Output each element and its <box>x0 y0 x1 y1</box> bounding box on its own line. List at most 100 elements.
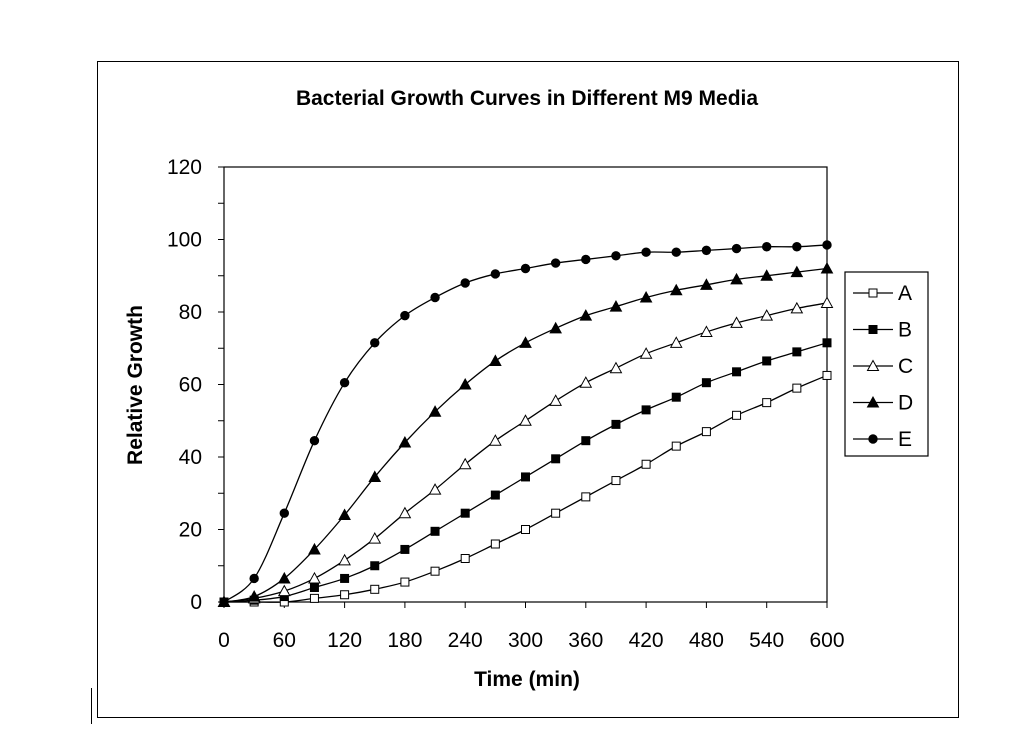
legend-marker <box>868 434 878 444</box>
data-point-e <box>731 243 742 254</box>
y-tick-label: 100 <box>167 229 202 252</box>
data-point-e <box>339 377 350 388</box>
y-tick-label: 120 <box>167 156 202 179</box>
data-point-b <box>822 338 832 348</box>
data-point-d <box>820 261 834 274</box>
data-point-a <box>762 398 772 408</box>
data-point-d <box>489 354 502 366</box>
data-point-a <box>340 590 350 600</box>
data-point-c <box>609 361 623 374</box>
data-point-a <box>400 577 410 587</box>
data-point-d <box>519 336 532 348</box>
data-point-d <box>277 571 291 584</box>
data-point-a <box>732 410 742 420</box>
data-point-e <box>611 251 621 261</box>
data-point-b <box>521 472 530 482</box>
legend-label: C <box>898 355 913 378</box>
data-point-d <box>458 377 472 390</box>
data-point-e <box>581 254 591 265</box>
x-tick-label: 540 <box>749 629 784 652</box>
data-point-c <box>458 457 472 470</box>
data-point-d <box>549 321 562 334</box>
legend-item-e: E <box>853 428 912 451</box>
data-point-e <box>309 435 320 446</box>
data-point-e <box>641 247 651 257</box>
data-point-d <box>760 269 774 281</box>
x-tick-label: 60 <box>273 629 296 652</box>
data-point-e <box>430 292 440 303</box>
legend-marker <box>866 395 880 408</box>
data-point-e <box>370 338 380 348</box>
data-point-d <box>368 470 382 482</box>
data-point-c <box>730 316 743 328</box>
series-line-a <box>223 374 828 603</box>
data-point-a <box>611 476 621 486</box>
data-point-d <box>609 300 623 312</box>
legend-box <box>844 271 929 457</box>
data-point-d <box>428 405 442 417</box>
data-point-c <box>277 584 291 597</box>
data-point-c <box>338 553 351 566</box>
data-point-a <box>370 584 380 594</box>
chart-frame <box>97 61 959 718</box>
legend-label: B <box>898 319 912 342</box>
data-point-b <box>701 378 711 388</box>
data-point-c <box>428 483 442 495</box>
data-point-c <box>398 506 412 519</box>
data-point-e <box>520 263 531 274</box>
data-point-c <box>790 301 804 314</box>
data-point-c <box>820 296 834 308</box>
legend-label: A <box>898 282 912 305</box>
data-point-b <box>400 544 410 554</box>
data-point-e <box>822 240 832 250</box>
data-point-e <box>249 573 259 584</box>
series-a <box>219 370 832 607</box>
data-point-c <box>669 336 683 348</box>
data-point-c <box>700 325 713 337</box>
data-point-e <box>671 247 681 257</box>
data-point-e <box>460 278 470 288</box>
data-point-d <box>669 283 683 296</box>
data-point-e <box>490 269 501 279</box>
legend-label: D <box>898 392 913 415</box>
data-point-a <box>460 554 470 563</box>
data-point-e <box>550 258 561 268</box>
legend-marker <box>866 359 880 371</box>
data-point-b <box>732 367 742 377</box>
legend-item-a: A <box>853 282 912 305</box>
data-point-e <box>762 242 772 252</box>
series-layer <box>217 240 834 607</box>
chart-title: Bacterial Growth Curves in Different M9 … <box>296 87 758 110</box>
data-point-b <box>671 392 681 402</box>
data-point-c <box>639 347 653 359</box>
data-point-b <box>792 347 802 357</box>
data-point-d <box>639 290 653 303</box>
data-point-a <box>551 508 561 518</box>
data-point-e <box>701 245 712 256</box>
data-point-b <box>581 436 591 446</box>
data-point-b <box>370 561 380 571</box>
data-point-d <box>247 590 261 602</box>
x-tick-label: 240 <box>448 629 483 652</box>
y-axis-ticks: 0 20 40 60 80 100 120 <box>167 156 224 614</box>
y-tick-label: 40 <box>179 446 202 469</box>
y-tick-label: 80 <box>179 301 202 324</box>
data-point-e <box>400 310 410 321</box>
data-point-c <box>549 394 562 406</box>
data-point-d <box>308 542 321 555</box>
data-point-b <box>490 490 500 500</box>
data-point-b <box>641 405 651 415</box>
data-point-a <box>581 492 591 502</box>
data-point-c <box>308 571 321 584</box>
x-axis-label: Time (min) <box>474 668 580 691</box>
x-tick-label: 300 <box>508 629 543 652</box>
data-point-d <box>700 278 713 290</box>
y-tick-label: 0 <box>190 591 202 614</box>
data-point-a <box>521 525 530 534</box>
data-point-d <box>398 435 412 448</box>
y-tick-label: 60 <box>179 374 202 397</box>
series-b <box>219 338 832 607</box>
data-point-a <box>792 383 802 393</box>
legend-item-c: C <box>853 355 913 378</box>
